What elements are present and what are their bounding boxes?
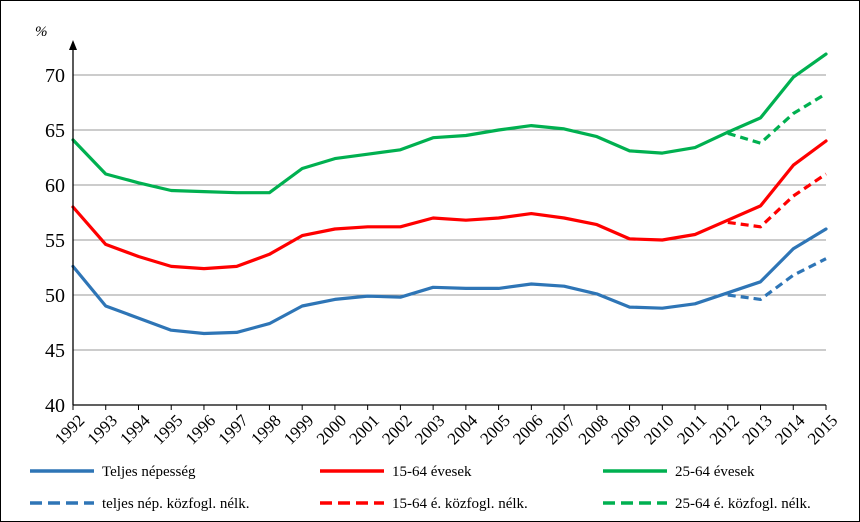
legend-label-teljes-nep-kozfogl-nelk: teljes nép. közfogl. nélk. [102, 496, 249, 512]
series-line-25-64-evesek [71, 52, 828, 195]
series-line-25-64-e-kozfogl-nelk [727, 92, 827, 145]
x-tick-label-2006: 2006 [509, 411, 546, 448]
legend-label-15-64-evesek: 15-64 évesek [392, 464, 472, 480]
y-tick-label-50: 50 [45, 285, 65, 307]
x-tick-label-1993: 1993 [84, 411, 121, 448]
x-axis-ticks: 1992199319941995199619971998199920002001… [51, 405, 841, 448]
series-line-15-64-e-kozfogl-nelk [727, 172, 827, 229]
x-tick-label-2002: 2002 [378, 411, 415, 448]
x-tick-label-2009: 2009 [607, 411, 644, 448]
legend-label-teljes-nepesseg: Teljes népesség [102, 464, 196, 480]
x-tick-label-1999: 1999 [280, 411, 317, 448]
series-line-15-64-evesek [71, 139, 828, 271]
x-tick-label-2010: 2010 [640, 411, 677, 448]
x-tick-label-2003: 2003 [411, 411, 448, 448]
x-tick-label-2005: 2005 [476, 411, 513, 448]
series-line-teljes-nepesseg [71, 227, 828, 336]
grid-lines [73, 74, 826, 351]
y-axis-unit-label: % [35, 24, 48, 40]
y-axis-arrow-icon [69, 40, 77, 50]
x-tick-label-2012: 2012 [706, 411, 743, 448]
x-tick-label-2014: 2014 [771, 411, 809, 449]
y-axis-ticks: 40 45 50 55 60 65 70 [45, 65, 65, 417]
y-tick-label-40: 40 [45, 395, 65, 417]
x-tick-label-2013: 2013 [738, 411, 775, 448]
x-tick-label-2007: 2007 [542, 411, 580, 449]
y-tick-label-65: 65 [45, 120, 65, 142]
series-line-teljes-nep-kozfogl-nelk [727, 257, 827, 301]
x-tick-label-1995: 1995 [149, 411, 186, 448]
x-tick-label-2011: 2011 [673, 411, 710, 448]
y-tick-label-70: 70 [45, 65, 65, 87]
x-tick-label-2008: 2008 [575, 411, 612, 448]
x-tick-label-2001: 2001 [345, 411, 382, 448]
legend-label-15-64-e-kozfogl-nelk: 15-64 é. közfogl. nélk. [392, 496, 528, 512]
x-tick-label-1996: 1996 [182, 411, 219, 448]
legend-label-25-64-evesek: 25-64 évesek [675, 464, 755, 480]
x-tick-label-1998: 1998 [247, 411, 284, 448]
x-tick-label-2004: 2004 [444, 411, 482, 449]
x-tick-label-2000: 2000 [313, 411, 350, 448]
x-tick-label-1994: 1994 [116, 411, 154, 449]
legend-label-25-64-e-kozfogl-nelk: 25-64 é. közfogl. nélk. [675, 496, 811, 512]
y-tick-label-60: 60 [45, 175, 65, 197]
x-tick-label-1997: 1997 [215, 411, 253, 449]
axes [69, 40, 826, 406]
series-lines [71, 52, 828, 336]
y-tick-label-45: 45 [45, 340, 65, 362]
legend: Teljes népesség 15-64 évesek 25-64 évesek t… [30, 464, 811, 512]
x-tick-label-2015: 2015 [804, 411, 841, 448]
y-tick-label-55: 55 [45, 230, 65, 252]
